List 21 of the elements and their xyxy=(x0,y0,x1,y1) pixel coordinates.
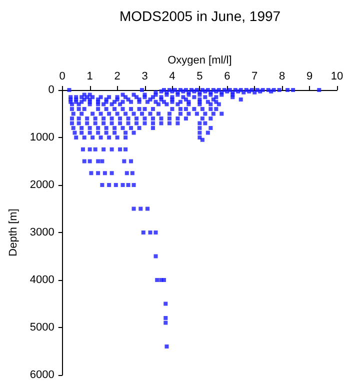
x-tick-label: 8 xyxy=(279,70,286,82)
y-axis-title: Depth [m] xyxy=(8,208,20,256)
x-axis-title: Oxygen [ml/l] xyxy=(168,54,232,67)
chart-title: MODS2005 in June, 1997 xyxy=(119,8,281,24)
x-tick-label: 7 xyxy=(252,70,258,82)
y-tick-label: 5000 xyxy=(30,322,54,334)
x-tick-label: 10 xyxy=(330,70,344,82)
y-tick-label: 2000 xyxy=(30,179,54,191)
x-tick-label: 2 xyxy=(114,70,120,82)
x-tick-label: 5 xyxy=(196,70,203,82)
x-tick-label: 1 xyxy=(86,70,93,82)
x-tick-label: 9 xyxy=(306,70,313,82)
x-tick-label: 3 xyxy=(142,70,148,82)
y-tick-label: 3000 xyxy=(30,226,54,238)
y-tick-label: 1000 xyxy=(30,132,54,144)
x-tick-label: 6 xyxy=(224,70,230,82)
y-tick-label: 4000 xyxy=(30,274,54,286)
y-tick-label: 0 xyxy=(48,84,54,96)
x-tick-label: 0 xyxy=(59,70,66,82)
x-tick-label: 4 xyxy=(169,70,176,82)
y-tick-label: 6000 xyxy=(30,369,54,381)
